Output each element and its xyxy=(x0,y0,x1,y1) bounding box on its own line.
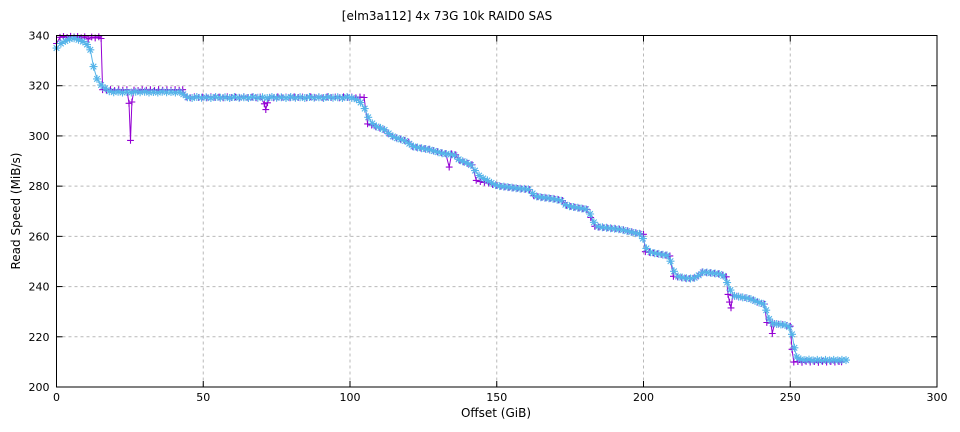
y-tick-label: 260 xyxy=(29,230,50,243)
series-purple-plus-run xyxy=(53,32,845,366)
series-skyblue-asterisk-run-markers xyxy=(52,34,850,365)
chart-title: [elm3a112] 4x 73G 10k RAID0 SAS xyxy=(341,9,553,23)
x-tick-label: 200 xyxy=(633,391,654,404)
y-tick-label: 240 xyxy=(29,281,50,294)
x-tick-label: 300 xyxy=(927,391,948,404)
gridlines xyxy=(56,35,937,387)
x-tick-label: 50 xyxy=(196,391,210,404)
y-tick-label: 280 xyxy=(29,180,50,193)
y-tick-label: 200 xyxy=(29,381,50,394)
series-skyblue-asterisk-run xyxy=(52,34,850,365)
y-tick-label: 300 xyxy=(29,130,50,143)
tick-labels: 0 50 100 150 200 250 300 200 220 240 260 280 300 320 3… xyxy=(29,30,948,405)
tick-marks xyxy=(56,35,938,388)
series-purple-plus-run-markers xyxy=(53,32,845,366)
x-tick-label: 100 xyxy=(340,391,361,404)
x-tick-label: 250 xyxy=(780,391,801,404)
y-tick-label: 320 xyxy=(29,80,50,93)
x-axis-label: Offset (GiB) xyxy=(460,406,532,420)
x-tick-label: 150 xyxy=(486,391,507,404)
y-tick-label: 340 xyxy=(29,30,50,43)
y-axis-label: Read Speed (MiB/s) xyxy=(9,152,23,270)
x-tick-label: 0 xyxy=(53,391,60,404)
y-tick-label: 220 xyxy=(29,331,50,344)
